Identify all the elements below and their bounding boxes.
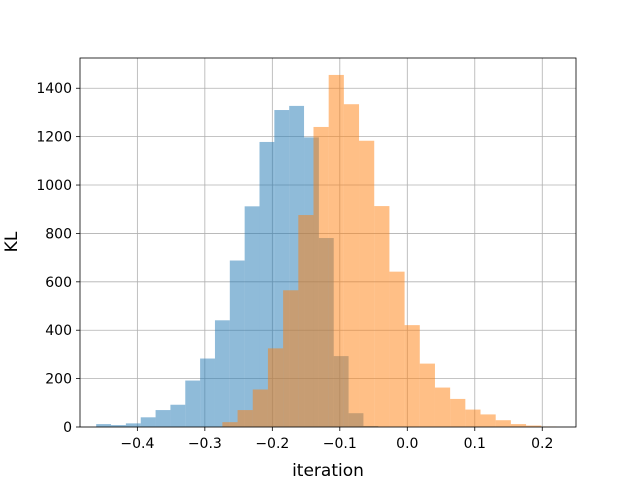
y-tick-label: 1400 — [36, 81, 72, 97]
histogram-bar-series-2 — [510, 424, 527, 427]
y-tick-label: 200 — [45, 372, 72, 388]
histogram-bar-series-1 — [140, 417, 156, 427]
histogram-bar-series-2 — [374, 206, 390, 427]
histogram-bar-series-2 — [419, 363, 435, 427]
histogram-bar-series-2 — [389, 271, 405, 427]
histogram-bar-series-2 — [283, 290, 299, 427]
histogram-bar-series-2 — [480, 414, 496, 427]
histogram-bar-series-2 — [404, 325, 420, 427]
y-tick-label: 800 — [45, 226, 72, 242]
y-tick-label: 600 — [45, 275, 72, 291]
histogram-bar-series-2 — [434, 387, 451, 427]
histogram-bar-series-1 — [185, 380, 201, 427]
y-axis-label: KL — [2, 231, 22, 252]
histogram-bar-series-2 — [298, 215, 314, 427]
plot-frame — [79, 57, 577, 428]
histogram-bar-series-1 — [170, 404, 186, 427]
y-tick-label: 1200 — [36, 130, 72, 146]
y-tick-label: 400 — [45, 323, 72, 339]
x-tick-label: −0.4 — [120, 436, 154, 452]
histogram-bar-series-1 — [214, 320, 230, 427]
x-tick-label: 0.2 — [531, 436, 553, 452]
histogram-bar-series-2 — [495, 420, 511, 427]
histogram-bar-series-2 — [526, 425, 542, 427]
ticks: −0.4 −0.3 −0.2 −0.1 0.0 0.1 0.2 0 200 400 600 800 10… — [36, 81, 553, 452]
bars — [96, 74, 557, 428]
histogram-bar-series-2 — [313, 126, 329, 427]
histogram-bar-series-1 — [125, 423, 141, 427]
histogram-bar-series-1 — [200, 358, 215, 427]
histogram-bar-series-1 — [96, 424, 112, 427]
y-tick-label: 1000 — [36, 178, 72, 194]
histogram-bar-series-2 — [252, 389, 268, 427]
histogram-bar-series-2 — [343, 104, 360, 428]
y-tick-label: 0 — [63, 420, 72, 436]
histogram-bar-series-1 — [155, 410, 171, 427]
histogram-bar-series-2 — [267, 348, 284, 427]
x-axis-label: iteration — [292, 461, 364, 480]
histogram-bar-series-2 — [465, 409, 481, 427]
histogram-bar-series-1 — [244, 206, 260, 427]
histogram-bar-series-1 — [229, 260, 245, 427]
histogram-bar-series-2 — [359, 140, 375, 427]
histogram-bar-series-2 — [222, 422, 238, 427]
histogram-bar-series-2 — [237, 410, 253, 427]
histogram-bar-series-2 — [328, 74, 344, 427]
x-tick-label: 0.0 — [396, 436, 418, 452]
x-tick-label: −0.3 — [188, 436, 222, 452]
x-tick-label: 0.1 — [464, 436, 486, 452]
histogram-bar-series-1 — [111, 425, 126, 427]
x-tick-label: −0.1 — [323, 436, 357, 452]
histogram-bar-series-2 — [450, 398, 466, 427]
x-tick-label: −0.2 — [255, 436, 289, 452]
